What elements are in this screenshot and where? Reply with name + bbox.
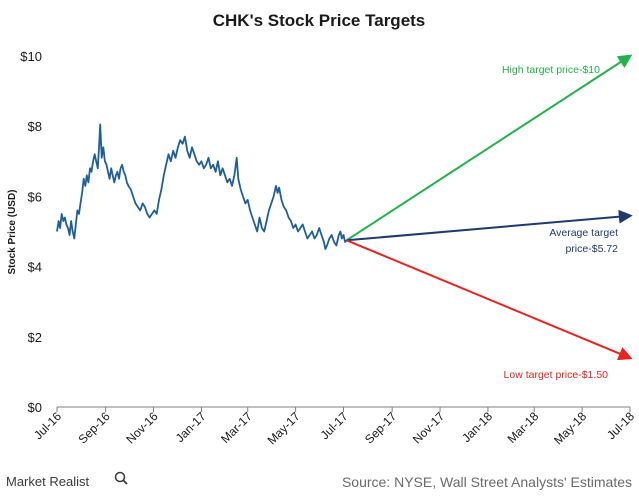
y-tick-label: $0	[28, 400, 42, 415]
market-realist-logo: Market Realist	[6, 471, 128, 489]
low-target-label: Low target price-$1.50	[504, 369, 609, 381]
average-target-arrow	[346, 209, 633, 242]
y-axis-ticks: $0 $2 $4 $6 $8 $10	[20, 49, 42, 415]
x-axis: Jul-16 Sep-16 Nov-16 Jan-17 Mar-17 May-17 Jul-…	[31, 406, 637, 447]
series-layer	[56, 54, 633, 361]
y-axis-label: Stock Price (USD)	[7, 189, 18, 274]
low-target-arrow	[346, 239, 633, 361]
x-tick-label: May-18	[551, 409, 589, 447]
high-target-arrow	[346, 54, 633, 242]
x-tick-label: Mar-17	[218, 409, 255, 446]
y-tick-label: $10	[20, 49, 42, 64]
chart-title: CHK's Stock Price Targets	[213, 11, 426, 30]
y-tick-label: $8	[28, 119, 42, 134]
annotations: High target price-$10 Average target price…	[502, 64, 618, 381]
high-target-label: High target price-$10	[502, 64, 600, 76]
x-tick-label: Jul-18	[604, 409, 637, 442]
y-tick-label: $4	[28, 260, 42, 275]
y-tick-label: $2	[28, 330, 42, 345]
y-tick-label: $6	[28, 189, 42, 204]
x-tick-label: Nov-16	[123, 409, 160, 446]
x-tick-label: Sep-17	[362, 409, 399, 446]
average-target-label: Average target	[549, 227, 618, 239]
x-tick-label: Jan-17	[173, 409, 209, 445]
x-tick-label: Sep-16	[76, 409, 113, 446]
magnifier-icon	[114, 471, 128, 485]
brand-name: Market Realist	[6, 474, 89, 489]
source-note: Source: NYSE, Wall Street Analysts' Esti…	[342, 474, 632, 490]
x-tick-label: Nov-17	[410, 409, 447, 446]
x-tick-label: May-17	[265, 409, 303, 447]
x-tick-label: Jan-18	[459, 409, 495, 445]
x-tick-label: Jul-17	[318, 409, 351, 442]
stock-price-line	[56, 123, 348, 250]
x-tick-label: Mar-18	[505, 409, 542, 446]
average-target-label: price-$5.72	[565, 243, 618, 255]
